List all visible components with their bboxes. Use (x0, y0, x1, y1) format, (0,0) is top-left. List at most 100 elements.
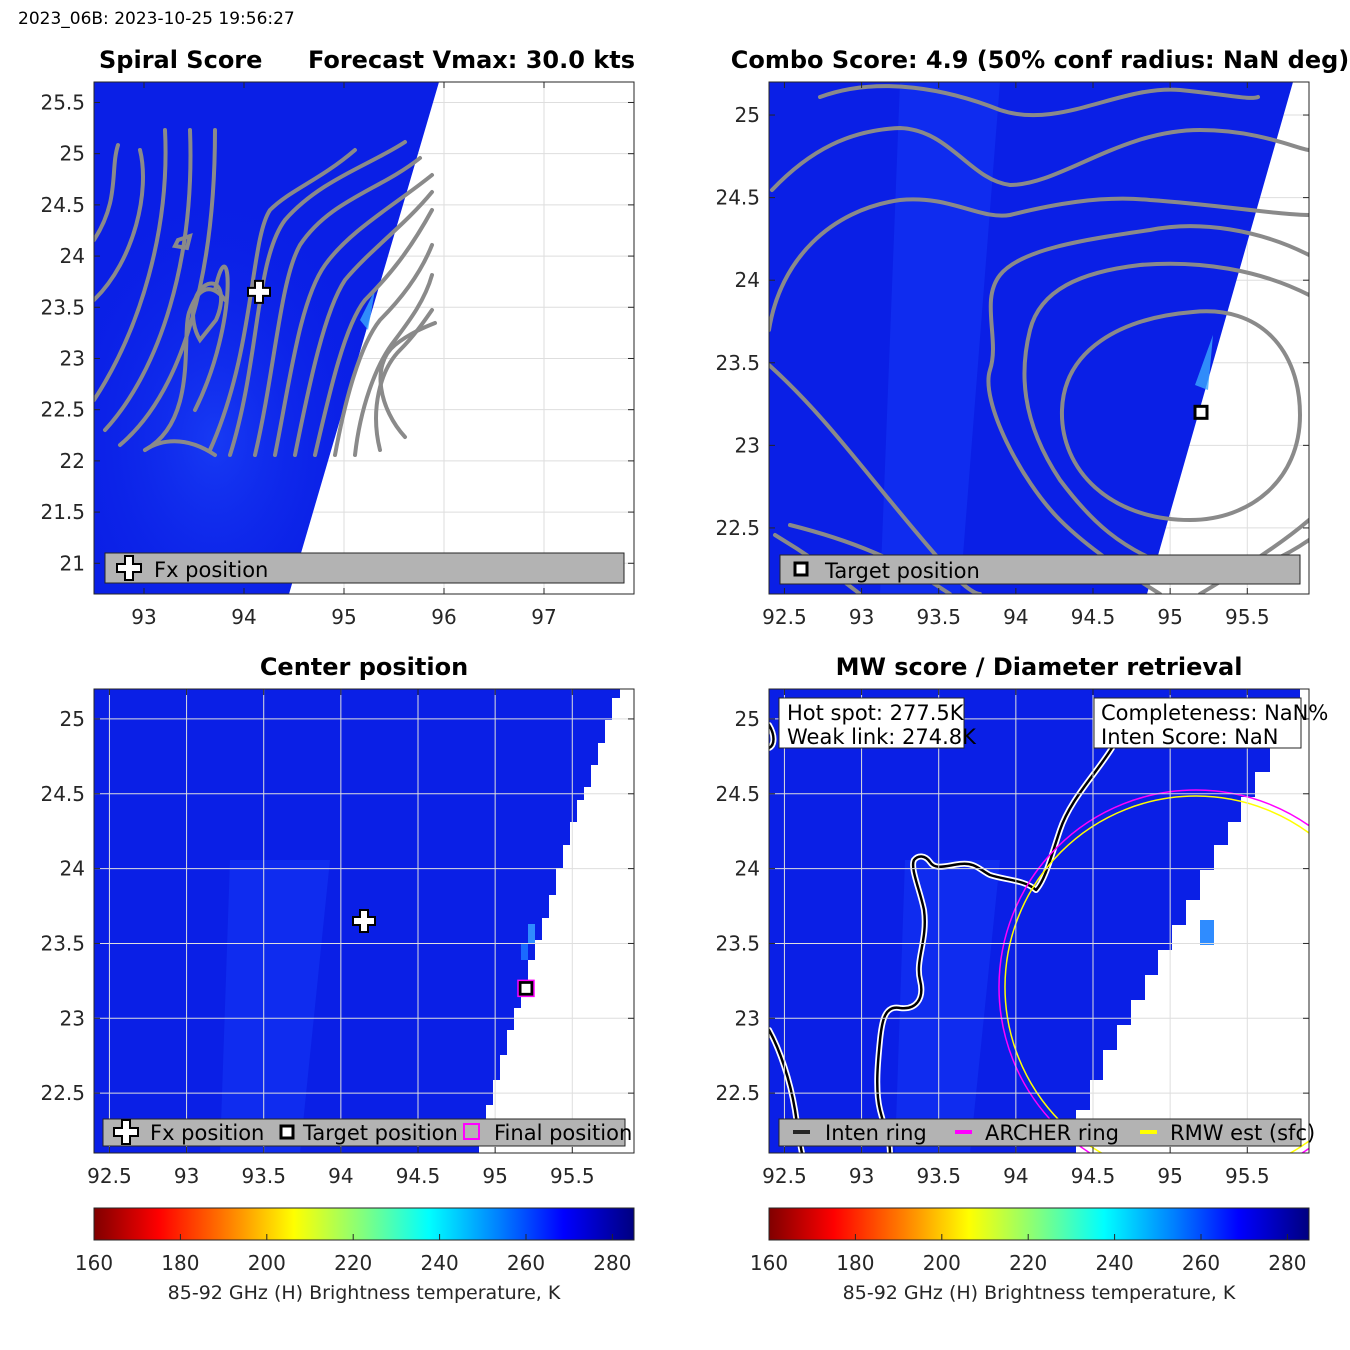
final-position-marker (517, 979, 535, 998)
y-tick-label: 25 (735, 103, 760, 127)
panel2-bright-streak (1195, 335, 1213, 390)
colorbar-left-ticks: 160 180 200 220 240 260 280 (75, 1234, 631, 1275)
y-tick-label: 23 (60, 1006, 85, 1030)
legend-magenta-square-icon (463, 1123, 480, 1140)
colorbar-tick-label: 200 (923, 1251, 961, 1275)
x-tick-label: 95.5 (550, 1164, 595, 1188)
y-tick-label: 24 (735, 857, 760, 881)
y-tick-label: 23 (735, 1006, 760, 1030)
colorbar-tick-label: 260 (507, 1251, 545, 1275)
panel2-legend-box (779, 554, 1301, 585)
x-tick-label: 95 (331, 605, 356, 629)
panel1-bright-streak (360, 290, 375, 330)
panel3-legend: Fx position Target position Final positi… (102, 1118, 632, 1147)
panel1-title-right: Forecast Vmax: 30.0 kts (308, 46, 635, 74)
x-tick-label: 95 (1157, 1164, 1182, 1188)
x-tick-label: 96 (431, 605, 456, 629)
panel3-swath-texture (220, 860, 330, 1153)
panel4-axes: 92.5 93 93.5 94 94.5 95 95.5 22.5 23 23.5 24 24.5 25 (715, 689, 1309, 1188)
colorbar-right: 160 180 200 220 240 260 280 85-92 GHz (H) Brig… (750, 1207, 1310, 1304)
panel2-contours (769, 84, 1309, 594)
y-tick-label: 24.5 (715, 186, 760, 210)
panel4-legend-label-rmw: RMW est (sfc) (1170, 1121, 1315, 1145)
y-tick-label: 24 (60, 244, 85, 268)
colorbar-tick-label: 280 (593, 1251, 631, 1275)
x-tick-label: 95.5 (1225, 1164, 1270, 1188)
panel4-frame (768, 688, 1310, 1154)
legend-plus-icon (113, 1119, 139, 1145)
panel3-title: Center position (260, 653, 468, 681)
panel4-title: MW score / Diameter retrieval (836, 653, 1243, 681)
y-tick-label: 24.5 (715, 782, 760, 806)
x-tick-label: 94 (231, 605, 256, 629)
colorbar-left: 160 180 200 220 240 260 280 85-92 GHz (H) Brig… (75, 1207, 635, 1304)
panel4-legend-box (778, 1118, 1302, 1147)
panel2-swath (769, 82, 1293, 594)
panel2-markers (1193, 404, 1209, 420)
panel1-title-left: Spiral Score (99, 46, 262, 74)
colorbar-tick-label: 240 (1096, 1251, 1134, 1275)
panel3-legend-label-fx: Fx position (150, 1121, 264, 1145)
target-position-marker (518, 980, 534, 996)
y-tick-label: 21.5 (40, 500, 85, 524)
colorbar-left-bar (93, 1207, 635, 1241)
y-tick-label: 24 (735, 268, 760, 292)
panel4-hotspot-frame (778, 697, 965, 749)
x-tick-label: 94 (1003, 1164, 1028, 1188)
colorbar-tick-label: 160 (75, 1251, 113, 1275)
legend-square-icon (793, 561, 809, 577)
x-tick-label: 93.5 (241, 1164, 286, 1188)
y-tick-label: 23 (735, 433, 760, 457)
panel-combo-score: Combo Score: 4.9 (50% conf radius: NaN d… (715, 46, 1349, 629)
panel4-bright-pixel (1200, 920, 1214, 945)
panel2-legend: Target position (779, 554, 1301, 585)
panel3-markers (352, 909, 535, 998)
y-tick-label: 22 (60, 449, 85, 473)
panel3-grid (94, 689, 634, 1153)
x-tick-label: 95.5 (1225, 605, 1270, 629)
colorbar-tick-label: 160 (750, 1251, 788, 1275)
x-tick-label: 94.5 (1071, 605, 1116, 629)
x-tick-label: 93 (131, 605, 156, 629)
y-tick-label: 23.5 (40, 931, 85, 955)
panel2-legend-label-target: Target position (824, 559, 980, 583)
y-tick-label: 22.5 (715, 1081, 760, 1105)
panel1-markers (247, 279, 271, 304)
panel-spiral-score: Spiral Score Forecast Vmax: 30.0 kts (40, 46, 635, 629)
panel2-axes: 92.5 93 93.5 94 94.5 95 95.5 22.5 23 23.5 24 24.5 25 (715, 82, 1309, 629)
panel4-score-box: Completeness: NaN% Inten Score: NaN (1093, 697, 1328, 749)
legend-plus-icon (116, 555, 142, 581)
colorbar-tick-label: 180 (836, 1251, 874, 1275)
figure-header: 2023_06B: 2023-10-25 19:56:27 (18, 9, 295, 29)
panel4-legend-label-archer: ARCHER ring (985, 1121, 1119, 1145)
y-tick-label: 21 (60, 551, 85, 575)
panel1-swath-texture (94, 82, 439, 594)
panel4-archer-ring (998, 789, 1309, 1153)
panel2-title: Combo Score: 4.9 (50% conf radius: NaN d… (731, 46, 1350, 74)
panel4-completeness: Completeness: NaN% (1101, 701, 1328, 725)
x-tick-label: 94.5 (1071, 1164, 1116, 1188)
y-tick-label: 25 (60, 142, 85, 166)
panel-center-position: Center position 92.5 93 93.5 94 94.5 95 95.5 22… (40, 653, 635, 1188)
panel3-legend-label-final: Final position (494, 1121, 632, 1145)
colorbar-tick-label: 280 (1268, 1251, 1306, 1275)
panel1-legend-label-fx: Fx position (154, 558, 268, 582)
panel1-legend: Fx position (104, 552, 625, 584)
panel1-contours (94, 128, 437, 457)
panel1-frame (93, 81, 635, 595)
colorbar-tick-label: 220 (1009, 1251, 1047, 1275)
panel1-axes: 93 94 95 96 97 21 21.5 22 22.5 23 23.5 24 24.5 25 25.5 (40, 82, 634, 629)
x-tick-label: 95 (1157, 605, 1182, 629)
panel3-bright-pixel-2 (521, 944, 528, 960)
x-tick-label: 93.5 (916, 605, 961, 629)
panel4-score-frame (1093, 697, 1302, 749)
x-tick-label: 92.5 (87, 1164, 132, 1188)
panel4-swath (769, 689, 1300, 1153)
y-tick-label: 24.5 (40, 193, 85, 217)
colorbar-left-label: 85-92 GHz (H) Brightness temperature, K (168, 1282, 561, 1304)
panel4-weak-link: Weak link: 274.8K (787, 725, 977, 749)
fx-position-marker (352, 909, 376, 933)
y-tick-label: 22.5 (715, 516, 760, 540)
y-tick-label: 25 (60, 707, 85, 731)
